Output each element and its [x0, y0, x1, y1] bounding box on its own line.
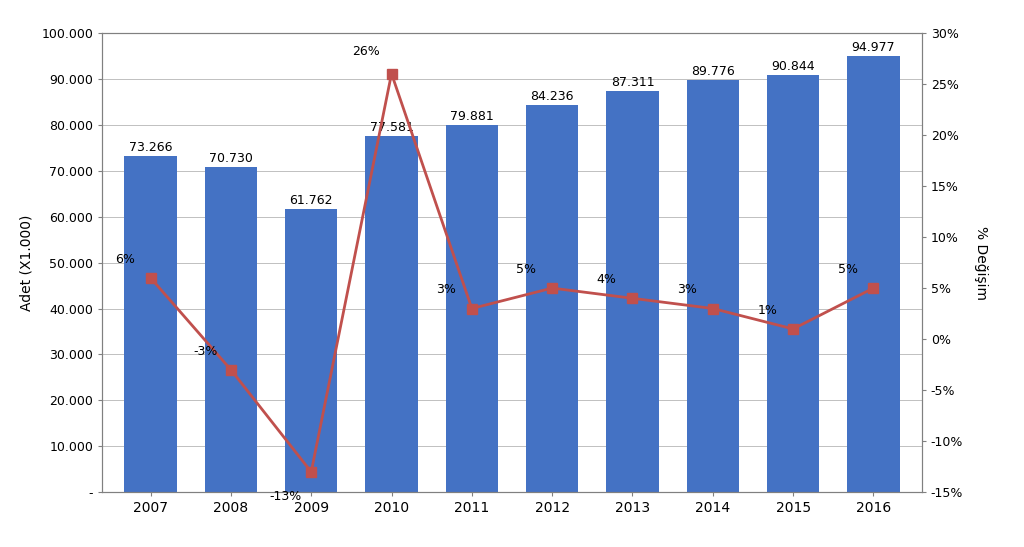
Bar	[125, 156, 177, 492]
Text: 6%: 6%	[115, 253, 135, 266]
Text: 1%: 1%	[758, 304, 777, 317]
Text: -3%: -3%	[193, 345, 217, 358]
Text: 4%: 4%	[597, 273, 616, 286]
Text: 5%: 5%	[516, 263, 537, 276]
Bar	[606, 91, 658, 492]
Text: 73.266: 73.266	[129, 141, 172, 154]
Text: 87.311: 87.311	[610, 76, 654, 89]
Text: 94.977: 94.977	[852, 41, 895, 54]
Text: 84.236: 84.236	[530, 90, 573, 103]
Bar	[205, 167, 257, 492]
Text: 79.881: 79.881	[450, 110, 494, 124]
Text: 89.776: 89.776	[691, 65, 734, 78]
Bar	[847, 56, 899, 492]
Text: 26%: 26%	[352, 45, 380, 59]
Bar	[526, 105, 579, 492]
Text: 90.844: 90.844	[771, 60, 815, 73]
Bar	[285, 208, 337, 492]
Bar	[767, 75, 819, 492]
Bar	[445, 125, 498, 492]
Text: 77.581: 77.581	[370, 121, 414, 134]
Text: 5%: 5%	[838, 263, 858, 276]
Bar	[366, 136, 418, 492]
Text: 3%: 3%	[436, 283, 456, 296]
Text: 3%: 3%	[677, 283, 697, 296]
Text: 61.762: 61.762	[290, 194, 333, 207]
Y-axis label: % Değişim: % Değişim	[974, 225, 988, 300]
Y-axis label: Adet (X1.000): Adet (X1.000)	[19, 214, 33, 311]
Text: -13%: -13%	[269, 490, 302, 503]
Text: 70.730: 70.730	[209, 153, 253, 166]
Bar	[687, 80, 739, 492]
